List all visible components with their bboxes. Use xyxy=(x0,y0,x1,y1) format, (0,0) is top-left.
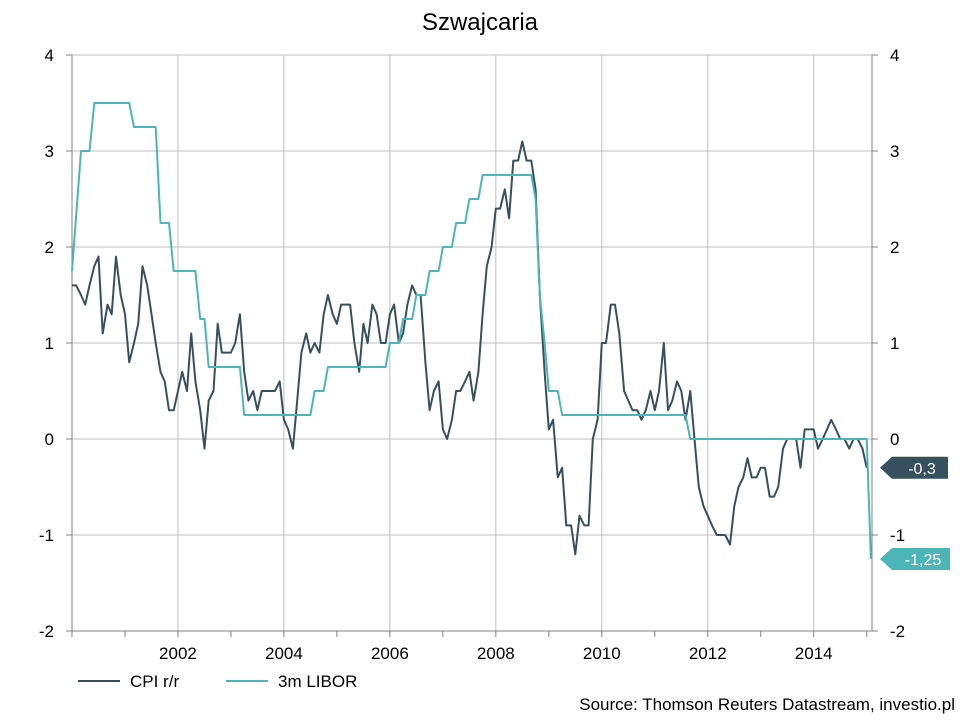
y-right-tick-label: 4 xyxy=(890,46,899,65)
badge-label: -1,25 xyxy=(905,552,942,569)
legend-label-cpi: CPI r/r xyxy=(130,672,179,691)
grid-layer xyxy=(72,54,872,632)
value-badge: -1,25 xyxy=(880,548,950,570)
y-tick-label: -2 xyxy=(39,622,54,641)
legend-label-libor: 3m LIBOR xyxy=(278,672,357,691)
chart-title: Szwajcaria xyxy=(422,9,539,36)
axis-layer: 4 3 2 1 0 -1 -2 4 3 2 1 0 -1 -2 2002 2004 2006 2008 2010 20… xyxy=(39,46,905,663)
y-right-tick-label: -1 xyxy=(890,526,905,545)
y-right-tick-label: 3 xyxy=(890,142,899,161)
y-tick-label: 1 xyxy=(45,334,54,353)
y-tick-label: -1 xyxy=(39,526,54,545)
series-line-cpi xyxy=(72,140,868,556)
x-tick-label: 2012 xyxy=(689,644,727,663)
series-line-libor xyxy=(71,102,872,560)
series-layer xyxy=(71,102,872,560)
x-tick-label: 2008 xyxy=(477,644,515,663)
y-tick-label: 0 xyxy=(45,430,54,449)
y-right-tick-label: 0 xyxy=(890,430,899,449)
value-badge: -0,3 xyxy=(880,456,948,479)
badge-layer: -0,3 -1,25 xyxy=(880,456,950,570)
source-note: Source: Thomson Reuters Datastream, inve… xyxy=(579,695,955,714)
x-tick-label: 2002 xyxy=(159,644,197,663)
badge-label: -0,3 xyxy=(908,461,936,478)
x-tick-label: 2010 xyxy=(583,644,621,663)
x-tick-label: 2014 xyxy=(795,644,833,663)
x-tick-label: 2004 xyxy=(265,644,303,663)
y-tick-label: 2 xyxy=(45,238,54,257)
x-tick-label: 2006 xyxy=(371,644,409,663)
y-right-tick-label: -2 xyxy=(890,622,905,641)
y-tick-label: 4 xyxy=(45,46,54,65)
legend: CPI r/r 3m LIBOR xyxy=(78,672,357,691)
badge-shape xyxy=(880,548,950,570)
y-right-tick-label: 2 xyxy=(890,238,899,257)
badge-shape xyxy=(880,456,948,479)
y-right-tick-label: 1 xyxy=(890,334,899,353)
y-tick-label: 3 xyxy=(45,142,54,161)
